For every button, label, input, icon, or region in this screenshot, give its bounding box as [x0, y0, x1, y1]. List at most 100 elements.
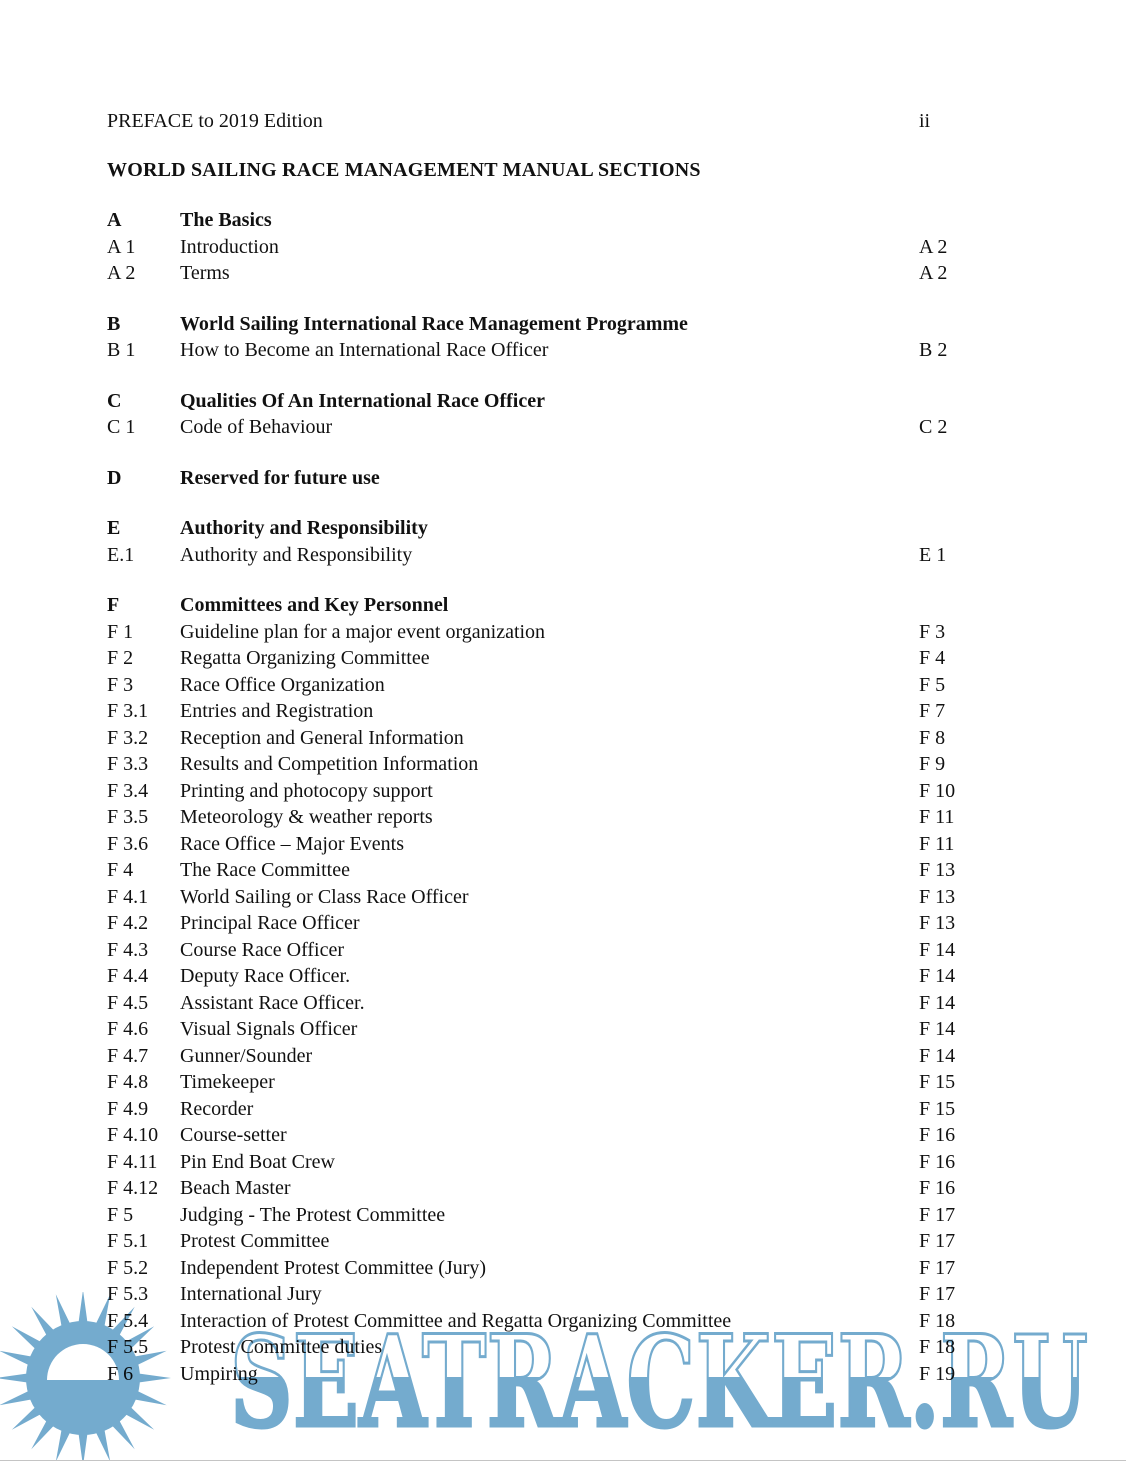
entry-id: E.1: [107, 543, 135, 566]
entry-id: F 5: [107, 1203, 134, 1226]
entry-page: F 17: [919, 1230, 956, 1252]
entry-page: F 5: [919, 673, 946, 696]
toc: A The Basics A 1 Introduction A 2 A 2 Te…: [107, 207, 955, 1387]
entry-title: Introduction: [180, 235, 279, 258]
entry-title: Judging - The Protest Committee: [180, 1203, 446, 1226]
entry-id: F 4.1: [107, 885, 149, 908]
toc-entry: F 1 Guideline plan for a major event org…: [107, 619, 955, 646]
toc-entry: F 3.5 Meteorology & weather reports F 11: [107, 804, 955, 831]
entry-page: F 14: [919, 991, 956, 1014]
entry-id: F 4.5: [107, 991, 149, 1014]
page-header: PREFACE to 2019 Edition ii: [107, 108, 955, 135]
entry-page: F 17: [919, 1256, 956, 1279]
toc-entry: F 3.3 Results and Competition Informatio…: [107, 751, 955, 778]
entry-id: F 4.9: [107, 1097, 149, 1120]
sun-logo: [0, 1292, 171, 1460]
entry-id: F 2: [107, 647, 134, 669]
section-heading: F Committees and Key Personnel: [107, 592, 955, 619]
entry-title: Visual Signals Officer: [180, 1018, 358, 1040]
toc-entry: F 2 Regatta Organizing Committee F 4: [107, 645, 955, 672]
toc-entry: F 4.1 World Sailing or Class Race Office…: [107, 884, 955, 911]
entry-page: F 18: [919, 1309, 956, 1332]
toc-entry: F 4.3 Course Race Officer F 14: [107, 937, 955, 964]
entry-page: F 14: [919, 938, 956, 961]
entry-page: F 13: [919, 912, 956, 934]
entry-page: F 11: [919, 806, 955, 828]
toc-entry: F 4.4 Deputy Race Officer. F 14: [107, 963, 955, 990]
toc-content: PREFACE to 2019 Edition ii WORLD SAILING…: [107, 108, 955, 1387]
entry-page: F 10: [919, 779, 956, 802]
entry-page: A 2: [919, 262, 948, 284]
entry-page: F 11: [919, 832, 955, 855]
toc-entry: B 1 How to Become an International Race …: [107, 337, 955, 364]
entry-id: F 1: [107, 620, 134, 643]
toc-entry: F 3.6 Race Office – Major Events F 11: [107, 831, 955, 858]
toc-entry: F 4 The Race Committee F 13: [107, 857, 955, 884]
entry-title: Race Office – Major Events: [180, 832, 404, 855]
toc-entry: F 5.2 Independent Protest Committee (Jur…: [107, 1255, 955, 1282]
toc-entry: F 3.2 Reception and General Information …: [107, 725, 955, 752]
entry-title: Independent Protest Committee (Jury): [180, 1256, 487, 1279]
entry-id: F 5.1: [107, 1230, 149, 1252]
section-heading: B World Sailing International Race Manag…: [107, 311, 955, 338]
section-title: Committees and Key Personnel: [180, 594, 449, 616]
entry-id: F 4.10: [107, 1124, 159, 1146]
section-title: The Basics: [180, 209, 272, 231]
toc-entry: C 1 Code of Behaviour C 2: [107, 414, 955, 441]
entry-page: C 2: [919, 416, 948, 438]
section-id: D: [107, 466, 122, 489]
toc-entry: F 3 Race Office Organization F 5: [107, 672, 955, 699]
entry-id: F 5.2: [107, 1256, 149, 1279]
section-page-spacer: [919, 465, 955, 492]
entry-page: B 2: [919, 339, 948, 361]
toc-entry: A 2 Terms A 2: [107, 260, 955, 287]
entry-title: Code of Behaviour: [180, 416, 333, 438]
section-heading: D Reserved for future use: [107, 465, 955, 492]
entry-title: Assistant Race Officer.: [180, 991, 365, 1014]
entry-page: F 9: [919, 753, 946, 775]
section-heading: A The Basics: [107, 207, 955, 234]
section-id: A: [107, 209, 122, 231]
toc-section: F Committees and Key Personnel F 1 Guide…: [107, 592, 955, 1387]
section-entries: E.1 Authority and Responsibility E 1: [107, 542, 955, 569]
entry-id: F 4.7: [107, 1044, 149, 1067]
section-title: Reserved for future use: [180, 466, 380, 489]
entry-title: Interaction of Protest Committee and Reg…: [180, 1309, 732, 1332]
watermark-text: SEATRACKER.RU: [230, 1330, 1088, 1448]
section-title: World Sailing International Race Managem…: [180, 312, 688, 335]
section-page-spacer: [919, 592, 955, 619]
entry-page: F 13: [919, 885, 956, 908]
entry-title: Authority and Responsibility: [180, 543, 413, 566]
section-entries: A 1 Introduction A 2 A 2 Terms A 2: [107, 234, 955, 287]
section-title: Authority and Responsibility: [180, 517, 428, 539]
entry-id: F 4.2: [107, 912, 149, 934]
entry-id: F 4: [107, 859, 134, 881]
entry-page: F 16: [919, 1150, 956, 1173]
entry-title: Entries and Registration: [180, 700, 374, 722]
header-title: PREFACE to 2019 Edition: [107, 110, 323, 132]
entry-title: Results and Competition Information: [180, 753, 479, 775]
entry-title: International Jury: [180, 1283, 322, 1305]
toc-section: A The Basics A 1 Introduction A 2 A 2 Te…: [107, 207, 955, 287]
entry-page: F 13: [919, 859, 956, 881]
entry-title: Beach Master: [180, 1177, 291, 1199]
entry-title: Protest Committee: [180, 1230, 330, 1252]
entry-page: F 15: [919, 1071, 956, 1093]
entry-page: F 8: [919, 726, 946, 749]
sun-dome: [47, 1344, 119, 1380]
entry-page: E 1: [919, 543, 947, 566]
toc-entry: F 4.11 Pin End Boat Crew F 16: [107, 1149, 955, 1176]
entry-title: Regatta Organizing Committee: [180, 647, 430, 669]
section-id: E: [107, 517, 121, 539]
section-entries: F 1 Guideline plan for a major event org…: [107, 619, 955, 1388]
entry-title: Meteorology & weather reports: [180, 806, 433, 828]
entry-id: F 3.3: [107, 753, 149, 775]
page-title: WORLD SAILING RACE MANAGEMENT MANUAL SEC…: [107, 158, 701, 181]
entry-id: F 3.4: [107, 779, 149, 802]
entry-id: C 1: [107, 416, 136, 438]
toc-entry: F 4.6 Visual Signals Officer F 14: [107, 1016, 955, 1043]
entry-title: The Race Committee: [180, 859, 350, 881]
entry-page: F 17: [919, 1283, 956, 1305]
entry-title: Umpiring: [180, 1362, 258, 1385]
entry-id: F 4.4: [107, 965, 149, 987]
